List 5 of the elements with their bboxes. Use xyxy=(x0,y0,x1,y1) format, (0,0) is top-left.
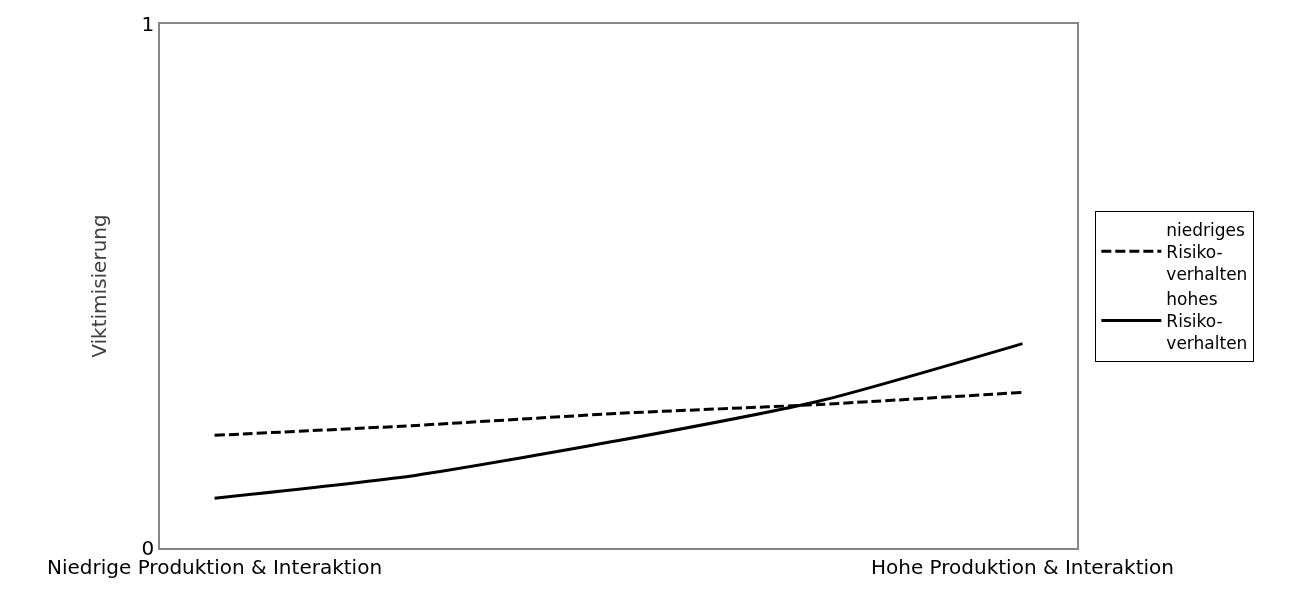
legend-label: hohes Risiko- verhalten xyxy=(1166,288,1248,354)
x-tick-label: Hohe Produktion & Interaktion xyxy=(870,554,1174,579)
line-series xyxy=(213,342,1024,500)
y-axis-title: Viktimisierung xyxy=(86,214,111,358)
y-tick-label: 1 xyxy=(141,12,155,36)
